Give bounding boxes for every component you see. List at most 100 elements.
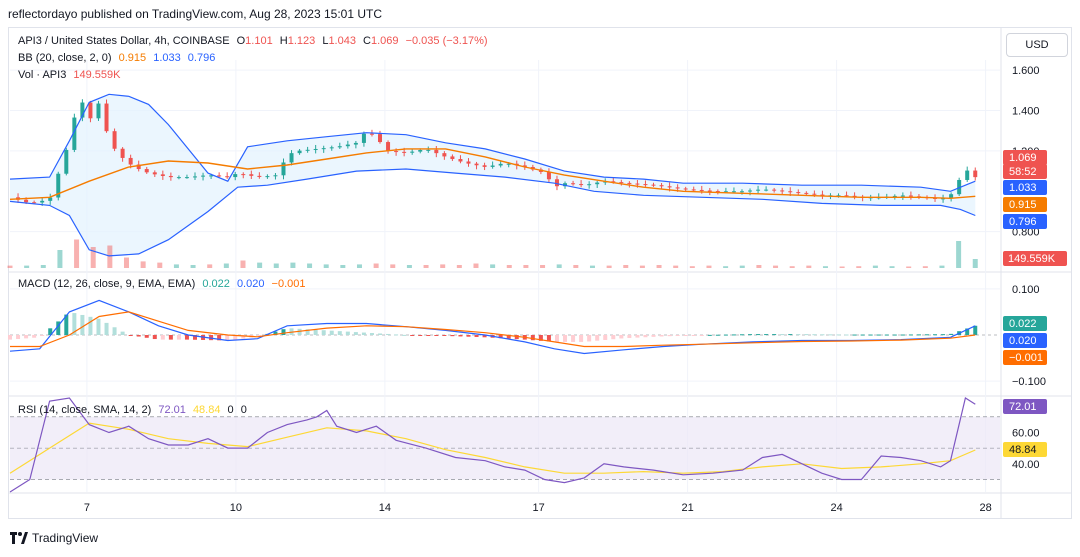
macd-histogram-bar	[434, 335, 439, 336]
price-axis-badge	[1003, 197, 1047, 212]
candle-body	[345, 144, 350, 147]
candle-body	[152, 172, 157, 175]
rsi-ma-value: 48.84	[192, 404, 221, 416]
macd-histogram-bar	[233, 335, 238, 340]
macd-histogram-bar	[538, 335, 543, 341]
macd-histogram-bar	[924, 334, 929, 336]
ohlc-close: C1.069	[363, 35, 399, 47]
macd-histogram-bar	[812, 334, 817, 336]
macd-histogram-bar	[546, 335, 551, 342]
macd-histogram-bar	[884, 334, 889, 336]
candle-body	[748, 190, 753, 192]
time-tick-label: 21	[681, 502, 693, 514]
bb-basis-value: 0.915	[118, 52, 147, 64]
rsi-legend: RSI (14, close, SMA, 14, 2) 72.01 48.84 …	[18, 404, 251, 416]
candle-body	[908, 195, 913, 197]
candle-body	[498, 163, 503, 166]
macd-histogram-bar	[651, 335, 656, 337]
candle-body	[780, 190, 785, 192]
macd-histogram-bar	[643, 335, 648, 338]
macd-histogram-bar	[892, 334, 897, 336]
volume-bar	[107, 245, 113, 268]
macd-signal-value: −0.001	[271, 278, 306, 290]
volume-bar	[872, 265, 878, 268]
ohlc-low: L1.043	[322, 35, 356, 47]
macd-histogram-bar	[876, 334, 881, 336]
symbol-title: API3 / United States Dollar, 4h, COINBAS…	[18, 35, 230, 47]
candle-body	[764, 189, 769, 191]
macd-line-value: 0.020	[236, 278, 265, 290]
candle-body	[321, 148, 326, 150]
bb-upper-line	[9, 93, 976, 192]
macd-histogram-bar	[820, 334, 825, 336]
candle-body	[104, 103, 109, 132]
macd-histogram-bar	[756, 334, 761, 336]
macd-histogram-bar	[361, 332, 366, 335]
macd-histogram-bar	[554, 335, 559, 342]
price-axis-badge-text: 1.069	[1009, 152, 1037, 164]
macd-histogram-bar	[506, 335, 511, 339]
volume-bar	[356, 264, 362, 268]
macd-histogram-bar	[627, 335, 632, 338]
volume-bar	[856, 266, 862, 268]
volume-bar	[140, 261, 146, 268]
macd-histogram-bar	[120, 331, 125, 335]
macd-hist-value: 0.022	[202, 278, 230, 290]
candle-body	[313, 148, 318, 150]
rsi-extra-2: 0	[240, 404, 247, 416]
volume-bar	[556, 264, 562, 268]
candle-body	[627, 182, 632, 184]
price-axis-badge	[1003, 150, 1047, 165]
volume-bar	[922, 266, 928, 268]
macd-histogram-bar	[603, 335, 608, 340]
macd-histogram-bar	[683, 335, 688, 336]
candle-body	[635, 183, 640, 185]
bb-basis-line	[9, 148, 976, 200]
macd-histogram-bar	[707, 334, 712, 336]
macd-histogram-bar	[426, 335, 431, 336]
currency-button[interactable]: USD	[1006, 33, 1068, 57]
candle-body	[587, 184, 592, 186]
volume-bar	[972, 259, 978, 268]
volume-bar	[839, 266, 845, 268]
candle-body	[458, 159, 463, 162]
volume-axis-badge-text: 149.559K	[1008, 253, 1056, 265]
volume-bar	[290, 262, 296, 268]
candle-body	[796, 192, 801, 194]
volume-bar	[74, 239, 80, 268]
macd-signal-line	[10, 311, 976, 348]
candle-body	[973, 170, 978, 178]
candle-body	[209, 175, 214, 177]
macd-histogram-bar	[96, 318, 101, 335]
volume-bar	[273, 263, 279, 268]
candle-body	[723, 191, 728, 193]
volume-bar	[423, 265, 429, 268]
macd-histogram-bar	[152, 335, 157, 340]
macd-histogram-bar	[973, 325, 978, 335]
candle-body	[554, 179, 559, 187]
macd-histogram-bar	[659, 335, 664, 337]
rsi-tick-label: 40.00	[1012, 459, 1040, 471]
volume-bar	[789, 266, 795, 268]
candle-body	[571, 183, 576, 185]
candle-body	[490, 165, 495, 167]
macd-histogram-bar	[257, 335, 262, 337]
candle-body	[265, 176, 270, 178]
macd-histogram-bar	[731, 334, 736, 336]
candle-body	[941, 198, 946, 200]
candle-body	[844, 195, 849, 197]
macd-histogram-bar	[281, 329, 286, 335]
bb-upper-value: 1.033	[153, 52, 181, 64]
candle-body	[450, 156, 455, 160]
volume-bar	[773, 265, 779, 268]
candle-body	[136, 164, 141, 170]
volume-bar	[889, 266, 895, 268]
bb-lower-value: 0.796	[187, 52, 216, 64]
macd-histogram-bar	[329, 330, 334, 335]
tradingview-logo-icon	[10, 532, 28, 544]
macd-histogram-bar	[410, 335, 415, 336]
candle-body	[426, 149, 431, 151]
volume-bar	[440, 264, 446, 268]
volume-bar	[623, 265, 629, 268]
